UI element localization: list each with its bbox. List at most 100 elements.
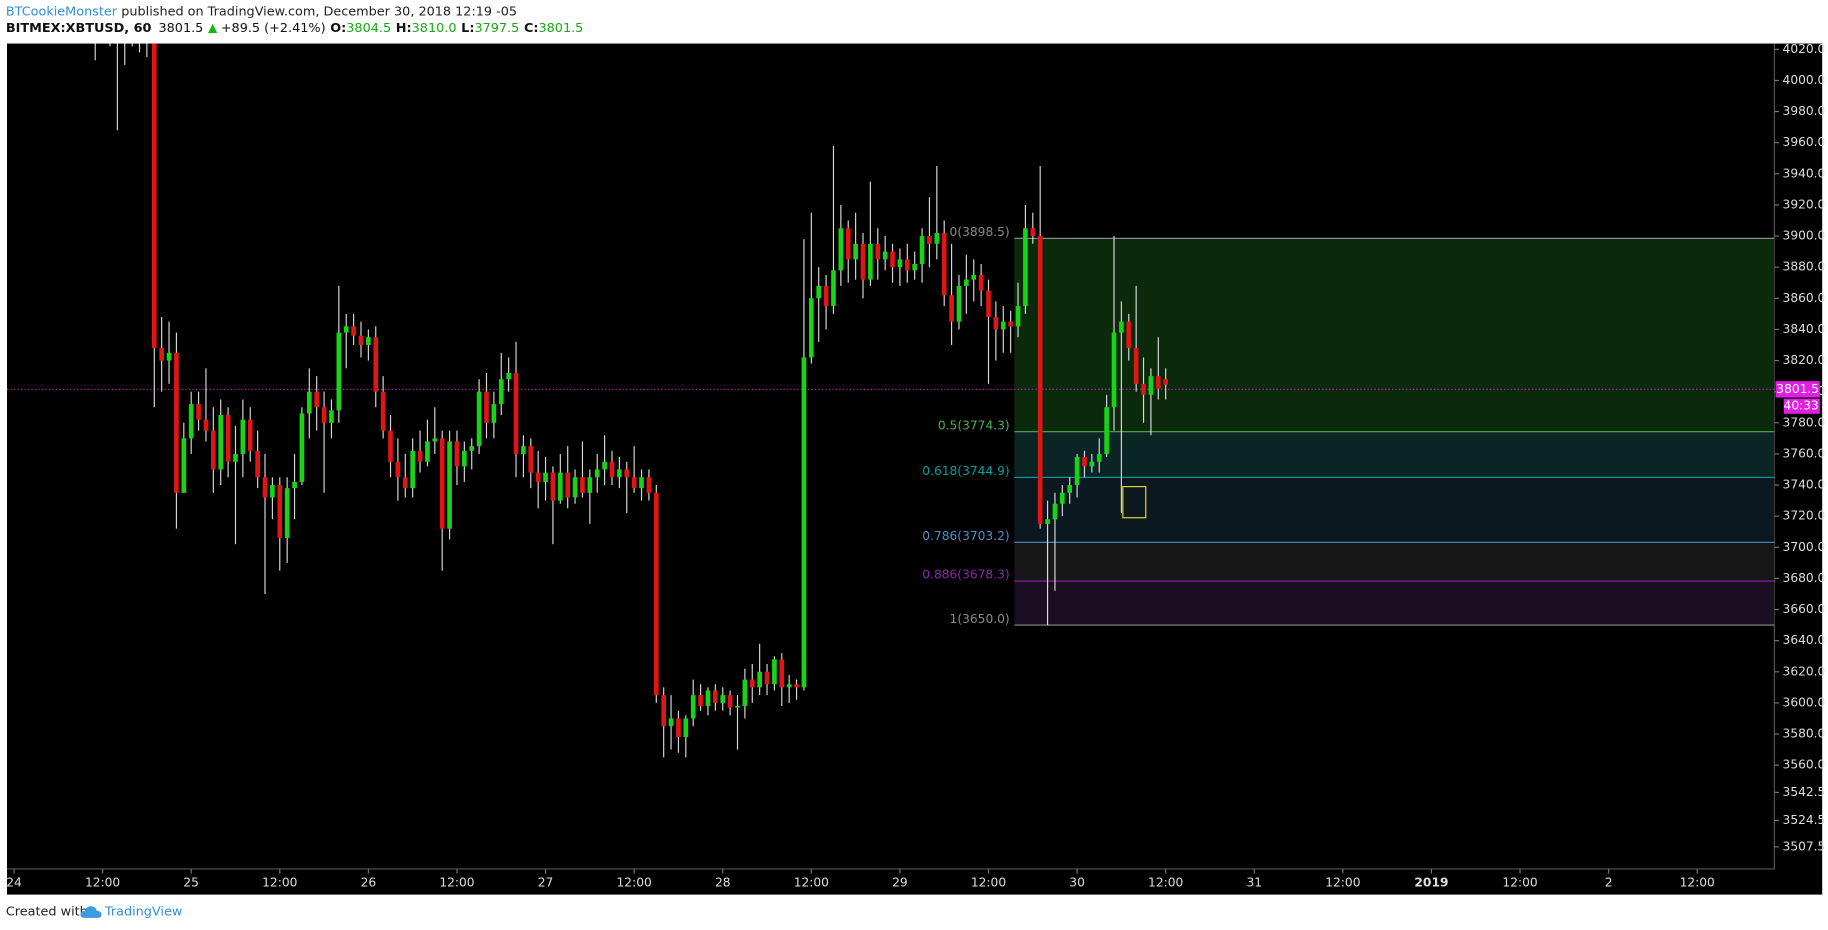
candle-body	[1126, 321, 1132, 349]
candle-body	[506, 373, 511, 380]
candle-body	[594, 469, 600, 478]
fib-label: 1(3650.0)	[950, 612, 1010, 626]
published-text: published on TradingView.com, December 3…	[121, 5, 517, 20]
candle-body	[779, 659, 785, 688]
up-arrow-icon	[208, 23, 218, 34]
candle-body	[306, 391, 312, 414]
y-tick-label: 3960.0	[1783, 135, 1826, 149]
ohlc-label: H:	[396, 21, 412, 36]
candle-body	[521, 446, 526, 454]
y-tick-label: 3580.0	[1783, 727, 1826, 741]
candle-body	[491, 404, 497, 423]
candle-body	[831, 270, 836, 307]
y-tick-label: 3620.0	[1783, 664, 1826, 678]
fib-label: 0.618(3744.9)	[922, 464, 1009, 478]
candle-body	[816, 285, 822, 299]
created-with: Created with	[6, 905, 88, 920]
fib-zone	[1014, 238, 1775, 432]
tradingview-logo[interactable]: TradingView	[80, 905, 182, 920]
candle-body	[255, 450, 260, 478]
candle-body	[757, 671, 762, 688]
y-tick-label: 3920.0	[1783, 197, 1826, 211]
candle-body	[373, 337, 379, 392]
candle-body	[233, 453, 238, 462]
x-tick-label: 25	[183, 875, 199, 889]
x-tick-label: 12:00	[1325, 875, 1360, 889]
last-price-tag	[1775, 381, 1820, 398]
footer: Created with TradingView	[6, 905, 183, 920]
y-tick-label: 3600.0	[1783, 695, 1826, 709]
candle-body	[314, 391, 320, 408]
ohlc-label: O:	[330, 21, 346, 36]
candle-body	[772, 659, 777, 685]
candle-body	[247, 419, 253, 451]
candle-body	[690, 695, 696, 719]
candle-body	[919, 236, 925, 265]
candle-body	[388, 430, 393, 462]
candle-body	[462, 450, 467, 467]
candle-body	[646, 477, 652, 493]
candle-body	[218, 415, 224, 470]
fib-zone	[1014, 581, 1775, 626]
candle-body	[513, 373, 519, 454]
x-tick-label: 12:00	[971, 875, 1006, 889]
ohlc-value: 3797.5	[474, 21, 519, 36]
candle-body	[1104, 407, 1109, 454]
fib-label: 0.5(3774.3)	[938, 418, 1010, 432]
y-tick-label: 3880.0	[1783, 260, 1826, 274]
x-tick-label: 12:00	[1148, 875, 1183, 889]
fib-label: 0.786(3703.2)	[922, 529, 1009, 543]
candle-body	[860, 243, 866, 280]
x-tick-label: 30	[1069, 875, 1085, 889]
ohlc-value: 3810.0	[412, 21, 457, 36]
candle-body	[565, 472, 571, 498]
y-tick-label: 3507.5	[1783, 839, 1826, 853]
axes: 4020.0 4000.0 3980.0 3960.0 3940.0 3920.0 3900…	[6, 42, 1825, 890]
change: +89.5 (+2.41%)	[221, 21, 326, 36]
candle-body	[653, 492, 659, 696]
candle-body	[705, 690, 711, 707]
y-tick-label: 3900.0	[1783, 229, 1826, 243]
candle-body	[853, 243, 858, 260]
logo-icon	[80, 906, 102, 918]
candle-body	[624, 469, 630, 478]
candle-body	[188, 404, 194, 439]
y-tick-label: 3720.0	[1783, 509, 1826, 523]
candle-body	[1037, 236, 1043, 524]
plot: 0(3898.5) 0.5(3774.3) 0.618(3744.9) 0.786(3…	[6, 43, 1775, 758]
candle-body	[890, 251, 895, 268]
x-tick-label: 29	[892, 875, 908, 889]
y-tick-label: 3700.0	[1783, 540, 1826, 554]
y-tick-label: 3940.0	[1783, 166, 1826, 180]
candle-body	[993, 316, 999, 330]
candle-body	[639, 477, 644, 489]
x-tick-label: 2019	[1414, 875, 1448, 889]
candle-body	[329, 410, 334, 423]
candle-body	[934, 232, 940, 244]
symbol: BITMEX:XBTUSD, 60	[6, 21, 152, 36]
candle-body	[1155, 376, 1161, 389]
candle-body	[151, 43, 157, 349]
author-link[interactable]: BTCookieMonster	[6, 5, 118, 20]
ohlc-value: 3804.5	[346, 21, 391, 36]
x-tick-label: 12:00	[1502, 875, 1537, 889]
candle-body	[580, 477, 585, 493]
candle-body	[439, 438, 445, 529]
candle-body	[882, 251, 888, 260]
candle-body	[720, 695, 726, 703]
x-tick-label: 31	[1246, 875, 1262, 889]
y-tick-label: 3980.0	[1783, 104, 1826, 118]
candle-body	[425, 441, 430, 462]
candle-body	[941, 232, 947, 296]
candle-body	[587, 477, 593, 493]
candle-body	[572, 477, 578, 498]
candle-body	[1059, 492, 1065, 504]
brand[interactable]: TradingView	[104, 905, 182, 920]
candle-body	[166, 352, 172, 361]
candle-body	[351, 326, 356, 336]
fib-zone	[1014, 431, 1775, 478]
candle-body	[912, 264, 918, 271]
candle-body	[727, 695, 733, 708]
